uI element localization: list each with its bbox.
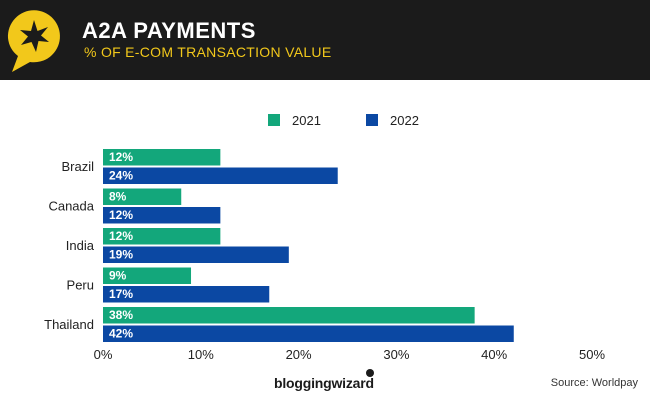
x-tick-label: 30%: [383, 347, 409, 362]
bar-peru-2021: [103, 267, 192, 284]
data-label-brazil-2021: 12%: [109, 150, 133, 164]
x-tick-label: 10%: [188, 347, 214, 362]
legend-label-2022: 2022: [390, 113, 419, 128]
data-label-canada-2021: 8%: [109, 190, 127, 204]
data-label-canada-2022: 12%: [109, 208, 133, 222]
bar-brazil-2021: [103, 149, 221, 166]
x-tick-label: 40%: [481, 347, 507, 362]
bar-canada-2021: [103, 188, 182, 205]
bar-thailand-2021: [103, 307, 475, 324]
source-note: Source: Worldpay: [550, 377, 638, 389]
data-label-peru-2021: 9%: [109, 269, 127, 283]
x-tick-label: 0%: [94, 347, 113, 362]
data-label-thailand-2021: 38%: [109, 308, 133, 322]
bar-peru-2022: [103, 286, 270, 303]
data-label-peru-2022: 17%: [109, 287, 133, 301]
category-label-thailand: Thailand: [44, 317, 94, 332]
star-speech-bubble-icon: [7, 10, 60, 72]
data-label-brazil-2022: 24%: [109, 169, 133, 183]
chart-title: A2A PAYMENTS: [82, 18, 256, 43]
legend-label-2021: 2021: [292, 113, 321, 128]
category-label-peru: Peru: [67, 278, 94, 293]
chart-subtitle: % OF E-COM TRANSACTION VALUE: [84, 44, 332, 60]
category-label-india: India: [66, 238, 95, 253]
category-label-canada: Canada: [48, 199, 94, 214]
bar-canada-2022: [103, 207, 221, 224]
x-tick-label: 20%: [286, 347, 312, 362]
brand-logo-text: bloggingwizard: [274, 375, 374, 391]
data-label-india-2022: 19%: [109, 248, 133, 262]
wizard-dot-icon: [366, 369, 374, 377]
data-label-india-2021: 12%: [109, 229, 133, 243]
bar-india-2022: [103, 246, 289, 263]
bar-brazil-2022: [103, 167, 338, 184]
bar-india-2021: [103, 228, 221, 245]
bar-thailand-2022: [103, 325, 514, 342]
bar-chart: 2021 2022 Brazil 12% 24% Canada 8% 12% India 12% 1…: [44, 113, 605, 362]
x-tick-label: 50%: [579, 347, 605, 362]
legend-swatch-2021: [268, 114, 280, 126]
header-banner: A2A PAYMENTS % OF E-COM TRANSACTION VALU…: [0, 0, 650, 80]
category-label-brazil: Brazil: [61, 159, 94, 174]
data-label-thailand-2022: 42%: [109, 327, 133, 341]
legend-swatch-2022: [366, 114, 378, 126]
